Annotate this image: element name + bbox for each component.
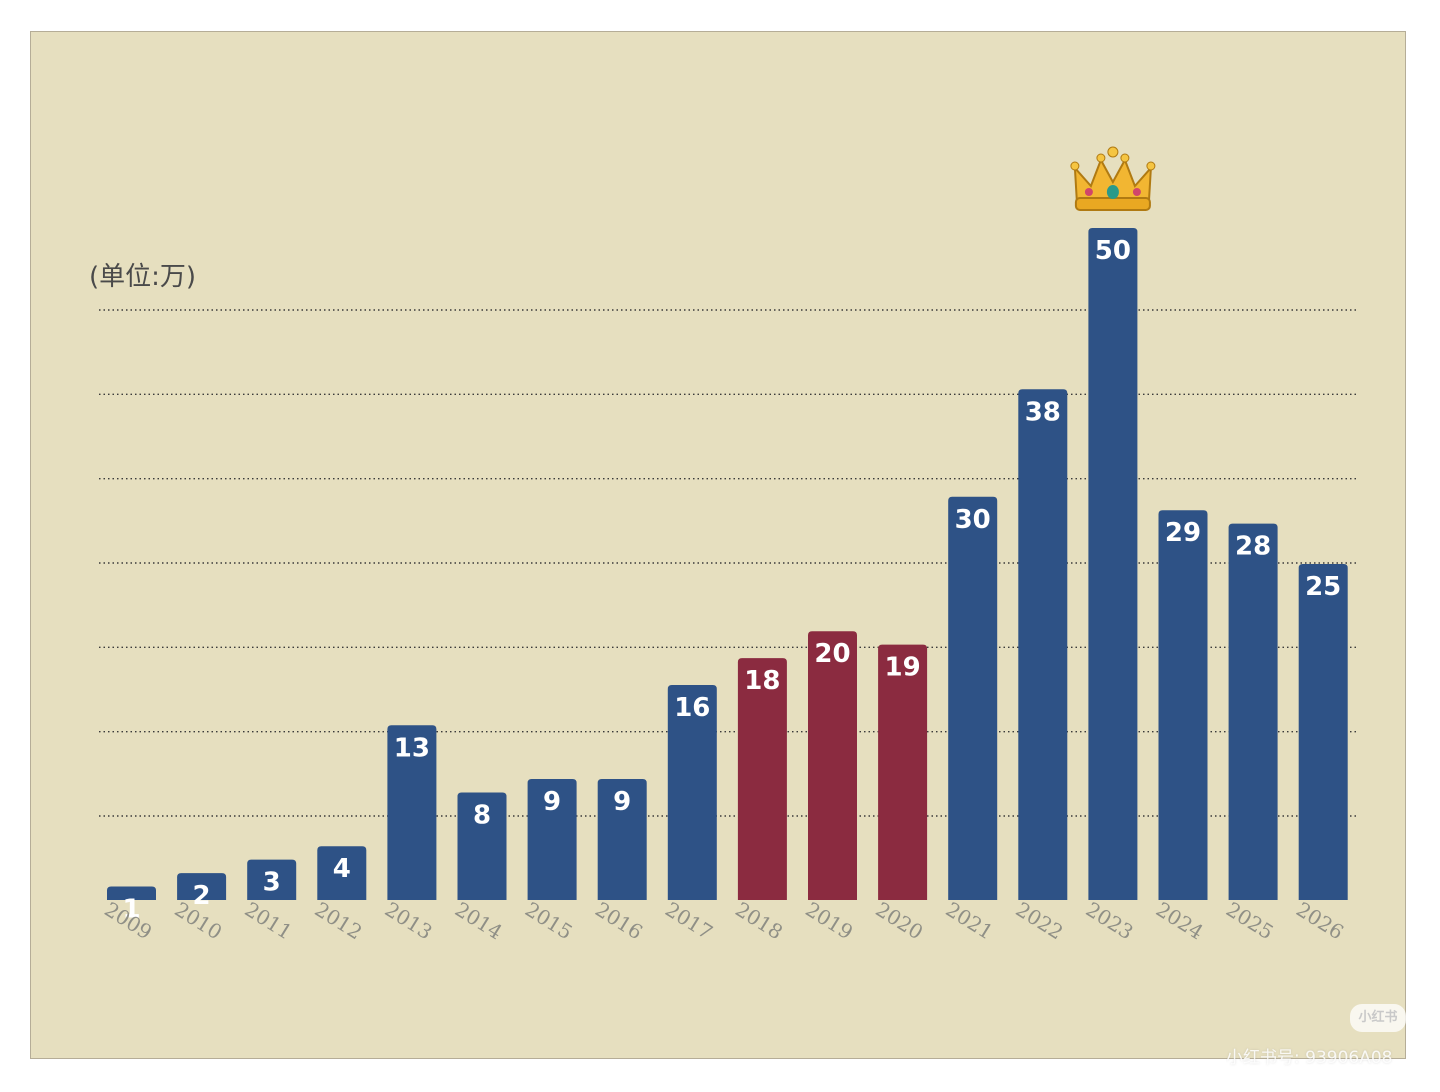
bar-2020 xyxy=(878,644,928,900)
bars xyxy=(107,228,1348,900)
bar-2022 xyxy=(1018,389,1068,900)
value-label-2026: 25 xyxy=(1305,572,1341,602)
bar-2025 xyxy=(1228,523,1278,900)
bar-2015 xyxy=(527,779,577,900)
value-label-2021: 30 xyxy=(955,505,991,535)
crown-icon xyxy=(1070,146,1156,211)
value-label-2015: 9 xyxy=(543,787,561,817)
value-label-2016: 9 xyxy=(613,787,631,817)
watermark-text: 小红书号: 93906A08 xyxy=(1226,1048,1393,1068)
value-labels: 1 2 3 4 13 8 9 9 16 18 20 19 30 38 50 29 28 25 xyxy=(122,236,1341,925)
value-label-2017: 16 xyxy=(674,693,710,723)
bar-2017 xyxy=(667,684,717,900)
value-label-2024: 29 xyxy=(1165,518,1201,548)
bar-2011 xyxy=(247,859,297,900)
bar-2012 xyxy=(317,846,367,900)
bar-2009 xyxy=(107,886,156,900)
chart-frame: (单位:万) 1 2 3 4 13 8 9 9 16 18 20 19 30 38 50 29 28 25 200… xyxy=(30,31,1406,1059)
watermark-badge: 小红书 xyxy=(1350,1004,1406,1032)
bar-2013 xyxy=(387,725,437,900)
bar-2024 xyxy=(1158,510,1208,900)
unit-label: (单位:万) xyxy=(89,262,196,292)
bar-2019 xyxy=(808,631,857,900)
bar-2014 xyxy=(457,792,507,900)
value-label-2012: 4 xyxy=(333,854,351,884)
value-label-2011: 3 xyxy=(263,868,281,898)
value-label-2023: 50 xyxy=(1095,236,1131,266)
bar-2018 xyxy=(737,658,787,900)
value-label-2009: 1 xyxy=(122,895,140,925)
value-label-2020: 19 xyxy=(885,653,921,683)
bar-2026 xyxy=(1298,564,1348,900)
value-label-2013: 13 xyxy=(394,733,430,763)
bar-2016 xyxy=(597,779,647,900)
value-label-2010: 2 xyxy=(193,881,211,911)
bar-2021 xyxy=(948,496,998,900)
value-label-2022: 38 xyxy=(1025,397,1061,427)
bar-2010 xyxy=(177,873,227,900)
value-label-2025: 28 xyxy=(1235,532,1271,562)
value-label-2019: 20 xyxy=(814,639,850,669)
value-label-2014: 8 xyxy=(473,800,491,830)
value-label-2018: 18 xyxy=(744,666,780,696)
bar-2023 xyxy=(1088,228,1138,900)
